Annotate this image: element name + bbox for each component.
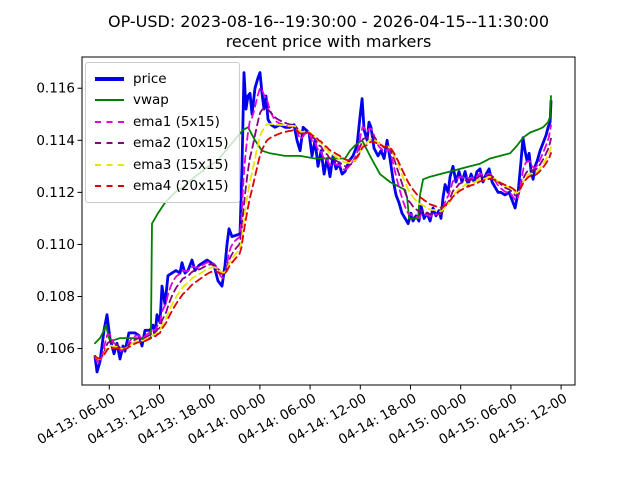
legend: price vwap ema1 (5x15) ema2 (10x15) ema3 (15…	[85, 62, 240, 203]
legend-label: vwap	[133, 92, 169, 109]
legend-label: ema2 (10x15)	[133, 135, 229, 152]
series-line-ema4	[94, 129, 552, 360]
axes-box	[81, 56, 576, 386]
legend-item-ema4: ema4 (20x15)	[95, 176, 229, 198]
legend-line-sample	[95, 76, 124, 81]
legend-item-ema2: ema2 (10x15)	[95, 133, 229, 155]
legend-label: ema4 (20x15)	[133, 178, 229, 195]
legend-label: ema3 (15x15)	[133, 156, 229, 173]
chart-title: OP-USD: 2023-08-16--19:30:00 - 2026-04-1…	[82, 12, 575, 52]
legend-item-price: price	[95, 68, 229, 90]
legend-line-sample	[95, 120, 124, 123]
y-tick-label: 0.112	[36, 185, 75, 201]
series-line-ema3	[94, 123, 552, 361]
legend-label: price	[133, 70, 167, 87]
legend-line-sample	[95, 163, 124, 166]
legend-item-ema3: ema3 (15x15)	[95, 154, 229, 176]
y-tick-label: 0.108	[36, 289, 75, 305]
legend-line-sample	[95, 99, 124, 102]
chart-title-line1: OP-USD: 2023-08-16--19:30:00 - 2026-04-1…	[107, 12, 550, 31]
legend-line-sample	[95, 142, 124, 145]
series-line-vwap	[94, 95, 552, 345]
series-line-ema2	[94, 106, 552, 362]
chart-title-line2: recent price with markers	[225, 32, 432, 51]
legend-item-vwap: vwap	[95, 90, 229, 112]
legend-item-ema1: ema1 (5x15)	[95, 111, 229, 133]
y-tick-label: 0.106	[36, 341, 75, 357]
legend-line-sample	[95, 185, 124, 188]
y-tick-label: 0.116	[36, 81, 75, 97]
legend-label: ema1 (5x15)	[133, 113, 220, 130]
y-tick-label: 0.114	[36, 133, 75, 149]
y-tick-label: 0.110	[36, 237, 75, 253]
series-line-ema1	[94, 87, 552, 364]
